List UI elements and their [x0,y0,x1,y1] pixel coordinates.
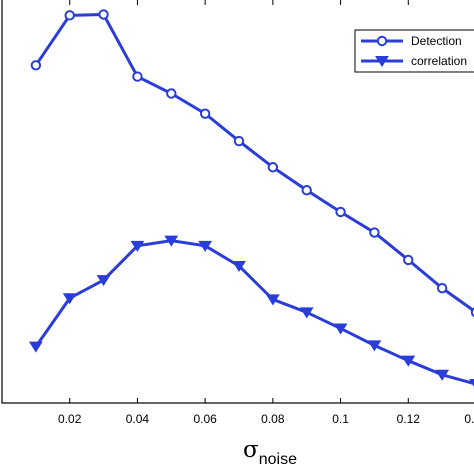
series-line [34,239,474,386]
legend-label: Detection [411,34,462,48]
x-tick-label: 0.1 [332,412,349,426]
series-line [34,13,474,313]
data-point [403,254,414,266]
legend-marker [376,35,388,47]
legend: Detection correlation [354,29,474,73]
data-point [28,341,43,353]
data-point [62,293,77,305]
data-point [233,135,245,147]
legend-box [354,29,474,73]
data-point [369,227,380,238]
series-layer [28,9,474,387]
x-axis-label: σnoise [243,437,297,468]
data-point [267,162,279,173]
data-point [367,340,382,352]
data-point [470,307,474,318]
data-point [199,108,211,119]
data-point [232,260,246,273]
data-point [198,240,213,252]
data-point [64,10,75,21]
data-point [132,71,143,82]
data-point [335,206,346,218]
data-point [435,369,450,381]
data-point [299,307,314,319]
data-point [301,185,312,196]
data-point [436,282,448,294]
data-point [265,294,280,306]
data-point [96,275,111,287]
legend-label: correlation [411,54,467,68]
data-point [30,60,42,71]
data-point [401,355,416,367]
x-axis-label-subscript: noise [259,451,297,468]
data-point [469,379,474,387]
x-tick-label: 0.12 [397,412,421,426]
x-tick-label: 0.02 [58,412,82,426]
data-point [130,240,145,252]
data-point [98,9,109,20]
data-point [166,88,177,99]
x-axis-label-symbol: σ [243,437,259,463]
x-axis-ticks: 0.02 0.04 0.06 0.08 0.1 0.12 0.14 [58,0,474,426]
legend-item: Detection [361,34,462,48]
series-correlation [28,235,474,387]
x-tick-label: 0.04 [126,412,150,426]
legend-marker [375,56,389,68]
x-tick-label: 0.06 [193,412,217,426]
legend-item: correlation [361,54,467,68]
data-point [164,235,179,247]
x-tick-label: 0.14 [464,412,474,426]
series-detection [30,9,474,318]
x-tick-label: 0.08 [261,412,285,426]
data-point [333,323,348,335]
